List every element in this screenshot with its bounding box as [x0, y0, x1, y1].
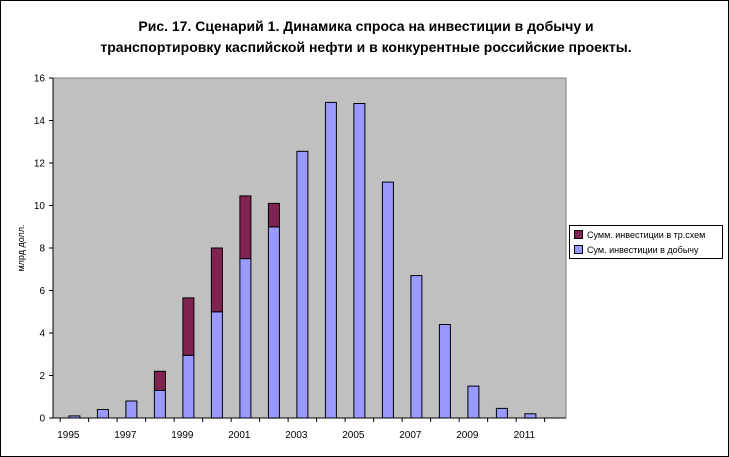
bar-production-2008: [438, 324, 451, 419]
x-tick-label-2005: 2005: [342, 430, 365, 441]
y-tick-label-0: 0: [39, 414, 45, 425]
legend-item-transport: Сумм. инвестиции в тр.схем: [574, 229, 705, 241]
bar-production-2000: [210, 311, 223, 419]
y-tick-label-8: 8: [39, 244, 45, 255]
y-tick-label-6: 6: [39, 286, 45, 297]
bar-production-1998: [153, 389, 166, 419]
bar-production-2011: [524, 413, 537, 419]
x-tick-label-2007: 2007: [399, 430, 422, 441]
bar-transport-1998: [153, 370, 166, 391]
legend-swatch-production: [574, 245, 583, 255]
x-tick-label-2011: 2011: [514, 430, 536, 441]
axes-group: 0 2 4 6 8 10 12 14 16 1995 1997 1999 2001 2003 2005 200…: [34, 74, 566, 441]
bar-production-2009: [467, 385, 480, 419]
y-tick-label-12: 12: [34, 159, 46, 170]
bar-production-2002: [267, 226, 280, 419]
chart-title-line-1: Рис. 17. Сценарий 1. Динамика спроса на …: [138, 18, 594, 34]
bar-transport-2001: [239, 195, 252, 260]
x-tick-label-2009: 2009: [456, 430, 479, 441]
legend-label-transport: Сумм. инвестиции в тр.схем: [587, 230, 706, 240]
bar-transport-1999: [182, 297, 195, 356]
y-tick-label-14: 14: [34, 116, 46, 127]
legend: Сумм. инвестиции в тр.схем Сум. инвестиц…: [569, 225, 723, 259]
bar-production-1999: [182, 354, 195, 419]
bar-production-2006: [381, 181, 394, 419]
chart-title: Рис. 17. Сценарий 1. Динамика спроса на …: [61, 16, 671, 58]
y-tick-label-2: 2: [39, 371, 45, 382]
y-tick-label-4: 4: [39, 329, 45, 340]
bar-production-1997: [125, 400, 138, 419]
legend-swatch-transport: [574, 230, 583, 240]
bars-group: [68, 101, 537, 419]
bar-production-2007: [410, 275, 423, 419]
legend-item-production: Сум. инвестиции в добычу: [574, 244, 698, 256]
bar-production-2003: [296, 150, 309, 419]
x-tick-label-1995: 1995: [57, 430, 80, 441]
bar-transport-2002: [267, 202, 280, 228]
y-tick-label-16: 16: [34, 74, 46, 85]
y-axis-label: млрд долл.: [16, 224, 26, 271]
bar-production-2004: [324, 101, 337, 419]
legend-label-production: Сум. инвестиции в добычу: [587, 245, 699, 255]
bar-production-2005: [353, 103, 366, 419]
y-tick-label-10: 10: [34, 201, 46, 212]
bar-transport-2000: [210, 247, 223, 313]
x-tick-label-1999: 1999: [171, 430, 194, 441]
x-tick-label-2001: 2001: [228, 430, 251, 441]
chart-title-line-2: транспортировку каспийской нефти и в кон…: [100, 39, 632, 55]
bar-production-2010: [495, 407, 508, 419]
plot-area: [52, 77, 567, 419]
x-tick-label-1997: 1997: [114, 430, 137, 441]
x-tick-label-2003: 2003: [285, 430, 308, 441]
bar-production-1996: [96, 409, 109, 419]
bar-production-2001: [239, 258, 252, 419]
